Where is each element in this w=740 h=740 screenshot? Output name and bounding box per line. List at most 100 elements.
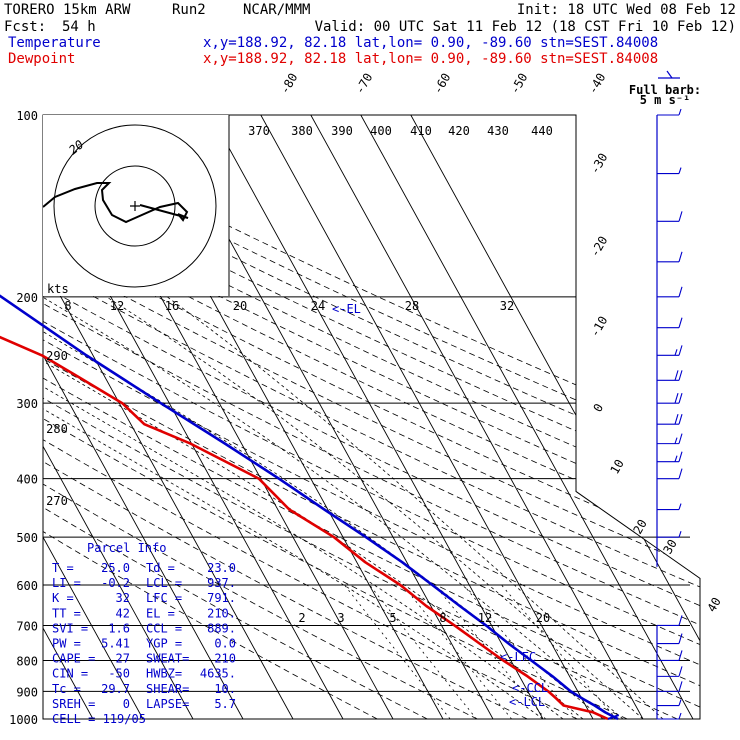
dry-adiabat xyxy=(43,115,700,719)
mixing-ratio-line xyxy=(344,584,451,719)
dry-adiabat xyxy=(43,115,700,719)
parcel-info-cell: 10. xyxy=(214,682,236,696)
wind-barb xyxy=(657,317,683,329)
pressure-tick-label: 400 xyxy=(16,473,38,487)
parcel-start-line xyxy=(607,714,620,720)
wind-barb xyxy=(657,211,683,222)
dry-adiabat xyxy=(43,115,700,719)
dry-adiabat xyxy=(43,115,700,719)
wind-barb-flag xyxy=(678,666,683,677)
wind-barb xyxy=(657,451,683,463)
hodo-speed-tick: 24 xyxy=(311,299,325,313)
wind-barb-flag xyxy=(674,414,679,425)
isotherm-label: -80 xyxy=(277,71,300,97)
pressure-tick-label: 900 xyxy=(16,685,38,699)
dewpoint-legend: Dewpoint xyxy=(8,51,75,67)
hodo-speed-tick: 28 xyxy=(405,299,419,313)
wind-barb xyxy=(657,414,683,425)
isotherm-label: -60 xyxy=(430,71,453,97)
el-marker: <-EL xyxy=(332,302,361,316)
isotherm-line xyxy=(43,115,294,719)
parcel-info-cell: 4635. xyxy=(200,667,236,681)
parcel-info-cell: 791. xyxy=(207,591,236,605)
parcel-info-cell: 210 xyxy=(214,652,236,666)
theta-label: 420 xyxy=(448,124,470,138)
isotherm-line xyxy=(260,115,594,719)
pressure-tick-label: 1000 xyxy=(9,713,38,727)
moist-adiabat xyxy=(43,296,604,719)
diagram-grid xyxy=(43,115,700,719)
wind-barb xyxy=(657,433,683,445)
parcel-info-cell: LAPSE= xyxy=(146,697,189,711)
center-label: NCAR/MMM xyxy=(243,2,310,18)
parcel-info-title: Parcel Info xyxy=(87,541,166,555)
mixing-ratio-label: 5 xyxy=(389,611,396,625)
pressure-tick-label: 600 xyxy=(16,579,38,593)
dry-adiabat xyxy=(43,115,700,719)
parcel-info-cell: -50 xyxy=(108,667,130,681)
parcel-info-cell: Tc = xyxy=(52,682,81,696)
wind-barb-flag xyxy=(674,393,679,404)
mixing-ratio-label: 2 xyxy=(298,611,305,625)
hodograph-center-icon xyxy=(130,201,140,211)
lcl-marker: <-LCL xyxy=(509,695,545,709)
isotherm-label: -50 xyxy=(507,71,530,97)
parcel-info-cell: 937. xyxy=(207,576,236,590)
isotherm-line xyxy=(360,115,694,719)
wind-barb-flag xyxy=(678,393,683,404)
hodo-speed-tick: 20 xyxy=(233,299,247,313)
mixing-ratio-label: 20 xyxy=(536,611,550,625)
parcel-info-cell: 5.7 xyxy=(214,697,236,711)
wind-barb xyxy=(657,681,683,692)
theta-label: 400 xyxy=(370,124,392,138)
parcel-info-cell: SHEAR= xyxy=(146,682,189,696)
dry-adiabat xyxy=(43,115,428,719)
parcel-info-cell: SVI = xyxy=(52,621,88,635)
fcst-value: 54 h xyxy=(62,19,96,35)
model-title: TORERO 15km ARW xyxy=(4,2,131,18)
wind-barb xyxy=(657,345,683,356)
dry-adiabat xyxy=(43,115,478,719)
parcel-info-cell: 889. xyxy=(207,621,236,635)
wind-barb-flag xyxy=(678,633,683,644)
dewpoint-profile-line xyxy=(0,335,609,721)
isotherm-label: -40 xyxy=(585,71,608,97)
mixing-ratio-label: 12 xyxy=(478,611,492,625)
theta-label: 370 xyxy=(248,124,270,138)
isotherm-label: -70 xyxy=(352,71,375,97)
wind-legend-barb-icon xyxy=(658,70,680,79)
parcel-info-cell: CIN = xyxy=(52,667,88,681)
hodograph-units: kts xyxy=(47,282,69,296)
mixing-ratio-line xyxy=(434,584,546,719)
wind-legend-line1: Full barb: xyxy=(629,83,701,97)
mixing-ratio-line xyxy=(463,584,577,719)
pressure-tick-label: 700 xyxy=(16,619,38,633)
wind-barb-half-flag xyxy=(678,531,682,538)
temperature-location: x,y=188.92, 82.18 lat,lon= 0.90, -89.60 … xyxy=(203,35,658,51)
pressure-tick-label: 500 xyxy=(16,531,38,545)
parcel-info-cell: LCL = xyxy=(146,576,182,590)
parcel-info-cell: 42 xyxy=(116,606,130,620)
isotherm-label: -30 xyxy=(587,151,610,177)
wind-barb-flag xyxy=(678,414,683,425)
moist-adiabat xyxy=(166,296,664,719)
wind-barb-flag xyxy=(678,468,683,479)
wind-barb-flag xyxy=(678,681,683,692)
wind-barb-half-flag xyxy=(678,503,682,510)
wind-barb-flag xyxy=(678,370,683,381)
parcel-info-cell: 25.0 xyxy=(101,561,130,575)
dry-adiabat xyxy=(43,115,528,719)
valid-time: Valid: 00 UTC Sat 11 Feb 12 (18 CST Fri … xyxy=(315,19,736,35)
hodograph-ring-inner xyxy=(94,165,176,247)
parcel-info-cell: TT = xyxy=(52,606,81,620)
wind-barb xyxy=(657,108,682,116)
wind-barb xyxy=(657,286,683,298)
dry-adiabat xyxy=(43,115,700,719)
wind-barb xyxy=(657,650,683,662)
dry-adiabat xyxy=(43,115,678,719)
temperature-legend: Temperature xyxy=(8,35,101,51)
parcel-cell: CELL = 119/05 xyxy=(52,712,146,726)
parcel-info-cell: 32 xyxy=(116,591,130,605)
